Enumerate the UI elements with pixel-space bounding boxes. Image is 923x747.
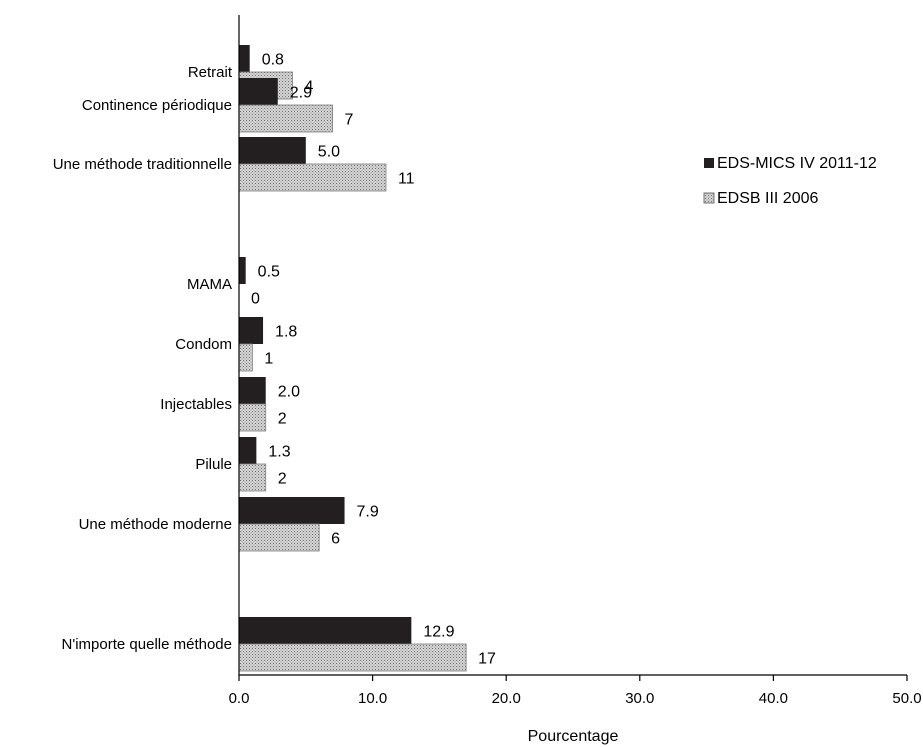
bar-edsb-iii-une-methode-traditionnelle bbox=[238, 163, 387, 192]
value-label-edsb-iii-condom: 1 bbox=[264, 351, 273, 368]
value-label-eds-mics-iv-condom: 1.8 bbox=[275, 324, 297, 341]
bar-eds-mics-iv-une-methode-moderne bbox=[239, 497, 345, 524]
value-label-edsb-iii-une-methode-moderne: 6 bbox=[331, 531, 340, 548]
bar-eds-mics-iv-mama bbox=[239, 257, 246, 284]
x-ticks-group: 0.0 10.0 20.0 30.0 40.0 50.0 bbox=[229, 675, 922, 707]
x-tick-label: 40.0 bbox=[759, 690, 788, 707]
bar-eds-mics-iv-retrait bbox=[239, 45, 250, 72]
category-label-continence-periodique: Continence périodique bbox=[82, 97, 232, 114]
value-label-eds-mics-iv-une-methode-traditionnelle: 5.0 bbox=[318, 144, 340, 161]
category-labels-group: Retrait Continence périodique Une méthode … bbox=[53, 64, 233, 653]
value-label-eds-mics-iv-retrait: 0.8 bbox=[262, 52, 284, 69]
bar-edsb-iii-pilule bbox=[238, 463, 267, 492]
bar-eds-mics-iv-injectables bbox=[239, 377, 266, 404]
value-label-eds-mics-iv-n-importe-quelle-methode: 12.9 bbox=[423, 624, 454, 641]
x-tick-label: 50.0 bbox=[892, 690, 921, 707]
x-tick-label: 10.0 bbox=[358, 690, 387, 707]
category-label-condom: Condom bbox=[175, 336, 232, 353]
category-label-pilule: Pilule bbox=[195, 456, 232, 473]
value-labels-group: 0.8 42.9 7 5.0 11 0.5 0 1.81 2.0 2 1.3 2 7.9 6 12.9 17 bbox=[251, 52, 496, 668]
bar-eds-mics-iv-condom bbox=[239, 317, 264, 344]
category-label-mama: MAMA bbox=[187, 276, 232, 293]
x-axis-title: Pourcentage bbox=[528, 728, 619, 745]
value-label-edsb-iii-mama: 0 bbox=[251, 291, 260, 308]
value-label-eds-mics-iv-mama: 0.5 bbox=[258, 264, 280, 281]
value-label-eds-mics-iv-pilule: 1.3 bbox=[268, 444, 290, 461]
category-label-une-methode-moderne: Une méthode moderne bbox=[79, 516, 232, 533]
value-label-eds-mics-iv-injectables: 2.0 bbox=[278, 384, 300, 401]
legend-swatch-edsb-iii bbox=[703, 192, 715, 204]
value-label-eds-mics-iv-continence-periodique: 2.9 bbox=[290, 85, 312, 102]
bar-edsb-iii-injectables bbox=[238, 403, 267, 432]
value-label-edsb-iii-n-importe-quelle-methode: 17 bbox=[478, 651, 496, 668]
legend-label-edsb-iii: EDSB III 2006 bbox=[717, 190, 818, 207]
category-label-retrait: Retrait bbox=[188, 64, 233, 81]
x-tick-label: 20.0 bbox=[492, 690, 521, 707]
bar-edsb-iii-condom bbox=[238, 343, 253, 372]
x-tick-label: 30.0 bbox=[625, 690, 654, 707]
bar-eds-mics-iv-n-importe-quelle-methode bbox=[239, 617, 412, 644]
value-label-eds-mics-iv-une-methode-moderne: 7.9 bbox=[357, 504, 379, 521]
legend-swatch-eds-mics-iv bbox=[704, 158, 714, 168]
bar-edsb-iii-n-importe-quelle-methode bbox=[238, 643, 467, 672]
category-label-n-importe-quelle-methode: N'importe quelle méthode bbox=[62, 636, 232, 653]
bar-eds-mics-iv-une-methode-traditionnelle bbox=[239, 137, 306, 164]
category-label-une-methode-traditionnelle: Une méthode traditionnelle bbox=[53, 156, 232, 173]
legend-label-eds-mics-iv: EDS-MICS IV 2011-12 bbox=[717, 155, 877, 172]
bar-edsb-iii-une-methode-moderne bbox=[238, 523, 320, 552]
value-label-edsb-iii-une-methode-traditionnelle: 11 bbox=[398, 171, 415, 188]
value-label-edsb-iii-retrait: 4 bbox=[304, 79, 313, 96]
value-label-edsb-iii-continence-periodique: 7 bbox=[345, 112, 354, 129]
bar-eds-mics-iv-continence-periodique bbox=[239, 78, 278, 105]
category-label-injectables: Injectables bbox=[160, 396, 232, 413]
bar-eds-mics-iv-pilule bbox=[239, 437, 257, 464]
value-label-edsb-iii-injectables: 2 bbox=[278, 411, 287, 428]
x-tick-label: 0.0 bbox=[229, 690, 250, 707]
bars-group bbox=[238, 45, 467, 672]
legend: EDS-MICS IV 2011-12 EDSB III 2006 bbox=[703, 155, 877, 207]
bar-edsb-iii-continence-periodique bbox=[238, 104, 333, 133]
value-label-edsb-iii-pilule: 2 bbox=[278, 471, 287, 488]
